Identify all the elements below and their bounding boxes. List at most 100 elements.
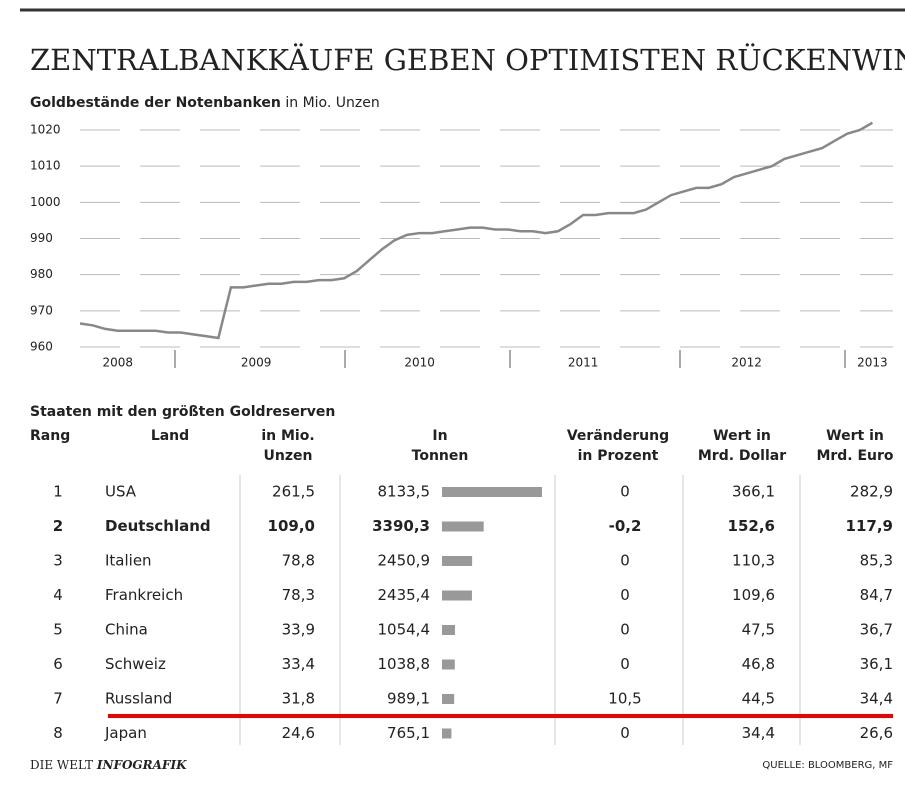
- year-separators: [174, 350, 846, 368]
- table-cell: 7: [53, 690, 63, 708]
- table-cell: Frankreich: [105, 586, 183, 604]
- tonnage-bar: [442, 694, 455, 704]
- x-tick-label: 2013: [857, 356, 888, 370]
- table-cell: 85,3: [860, 552, 893, 570]
- table-cell: 6: [53, 655, 63, 673]
- table-cell: China: [105, 621, 148, 639]
- table-cell: 366,1: [732, 483, 775, 501]
- x-tick-label: 2008: [102, 356, 133, 370]
- y-tick-label: 960: [30, 340, 53, 354]
- table-cell: 765,1: [387, 724, 430, 742]
- column-header: Tonnen: [412, 448, 469, 464]
- table-cell: 2450,9: [378, 552, 431, 570]
- column-header: Unzen: [264, 448, 313, 464]
- table-cell: USA: [105, 483, 137, 501]
- chart-subtitle: in Mio. Unzen: [285, 95, 379, 111]
- x-tick-label: 2012: [731, 356, 762, 370]
- column-header: Mrd. Euro: [816, 448, 893, 464]
- table-cell: 33,9: [282, 621, 315, 639]
- x-tick-label: 2010: [404, 356, 435, 370]
- table-cell: 1: [53, 483, 63, 501]
- column-header: in Prozent: [578, 448, 659, 464]
- table-cell: 78,3: [282, 586, 315, 604]
- table-cell: 1054,4: [378, 621, 431, 639]
- table-cell: -0,2: [609, 517, 642, 535]
- x-tick-label: 2011: [568, 356, 599, 370]
- table-cell: 24,6: [282, 724, 315, 742]
- table-cell: 46,8: [742, 655, 775, 673]
- table-cell: 8: [53, 724, 63, 742]
- column-header: Veränderung: [567, 428, 669, 444]
- table-cell: 0: [620, 724, 630, 742]
- y-tick-label: 1020: [30, 123, 61, 137]
- column-header: Wert in: [826, 428, 884, 444]
- y-tick-label: 990: [30, 231, 53, 245]
- table-cell: 2435,4: [378, 586, 431, 604]
- table-cell: 117,9: [846, 517, 893, 535]
- table-cell: 33,4: [282, 655, 315, 673]
- tonnage-bar: [442, 521, 484, 532]
- tonnage-bar: [442, 625, 455, 635]
- table-cell: Russland: [105, 690, 172, 708]
- table-cell: 26,6: [860, 724, 893, 742]
- brand-label: INFOGRAFIK: [96, 758, 187, 772]
- table-cell: 0: [620, 483, 630, 501]
- tonnage-bar: [442, 728, 452, 739]
- brand: DIE WELT: [30, 758, 93, 772]
- tonnage-bar: [442, 487, 542, 497]
- table-cell: 36,1: [860, 655, 893, 673]
- table-cell: 34,4: [860, 690, 893, 708]
- tonnage-bar: [442, 659, 455, 670]
- table-cell: 0: [620, 621, 630, 639]
- table-cell: 44,5: [742, 690, 775, 708]
- table-cell: 10,5: [608, 690, 641, 708]
- table-cell: 0: [620, 655, 630, 673]
- chart-title: Goldbestände der Notenbanken: [30, 95, 281, 111]
- table-cell: 109,6: [732, 586, 775, 604]
- table-cell: 31,8: [282, 690, 315, 708]
- source: QUELLE: BLOOMBERG, MF: [762, 760, 893, 771]
- y-tick-label: 970: [30, 303, 53, 317]
- table-cell: 34,4: [742, 724, 775, 742]
- table-cell: 2: [53, 517, 63, 535]
- table-cell: 1038,8: [378, 655, 431, 673]
- chart-title-line: Goldbestände der Notenbanken in Mio. Unz…: [30, 95, 380, 111]
- y-tick-label: 1010: [30, 159, 61, 173]
- table-cell: 109,0: [268, 517, 315, 535]
- table-cell: 8133,5: [378, 483, 431, 501]
- column-header: Wert in: [713, 428, 771, 444]
- table-cell: 3: [53, 552, 63, 570]
- table-title: Staaten mit den größten Goldreserven: [30, 404, 335, 420]
- footer-line: DIE WELT INFOGRAFIK: [30, 758, 187, 772]
- table-cell: 989,1: [387, 690, 430, 708]
- table-cell: Deutschland: [105, 517, 211, 535]
- column-header: Mrd. Dollar: [698, 448, 786, 464]
- table-cell: Italien: [105, 552, 152, 570]
- table-cell: 4: [53, 586, 63, 604]
- table-cell: 36,7: [860, 621, 893, 639]
- table-cell: 78,8: [282, 552, 315, 570]
- y-tick-label: 980: [30, 267, 53, 281]
- table-cell: 3390,3: [372, 517, 430, 535]
- table-cell: 5: [53, 621, 63, 639]
- table-cell: Japan: [104, 724, 147, 742]
- column-header: Land: [151, 428, 189, 444]
- table-cell: 84,7: [860, 586, 893, 604]
- column-separators: [239, 475, 801, 745]
- line: [79, 121, 874, 340]
- table-cell: 110,3: [732, 552, 775, 570]
- table-cell: 152,6: [728, 517, 775, 535]
- table-cell: 0: [620, 586, 630, 604]
- y-tick-label: 1000: [30, 195, 61, 209]
- column-header: in Mio.: [261, 428, 314, 444]
- x-tick-label: 2009: [241, 356, 272, 370]
- table-cell: 47,5: [742, 621, 775, 639]
- table-cell: 282,9: [850, 483, 893, 501]
- table-cell: 0: [620, 552, 630, 570]
- table-cell: Schweiz: [105, 655, 166, 673]
- tonnage-bar: [442, 590, 472, 601]
- column-header: Rang: [30, 428, 70, 444]
- headline: ZENTRALBANKKÄUFE GEBEN OPTIMISTEN RÜCKEN…: [30, 42, 905, 77]
- column-header: In: [432, 428, 447, 444]
